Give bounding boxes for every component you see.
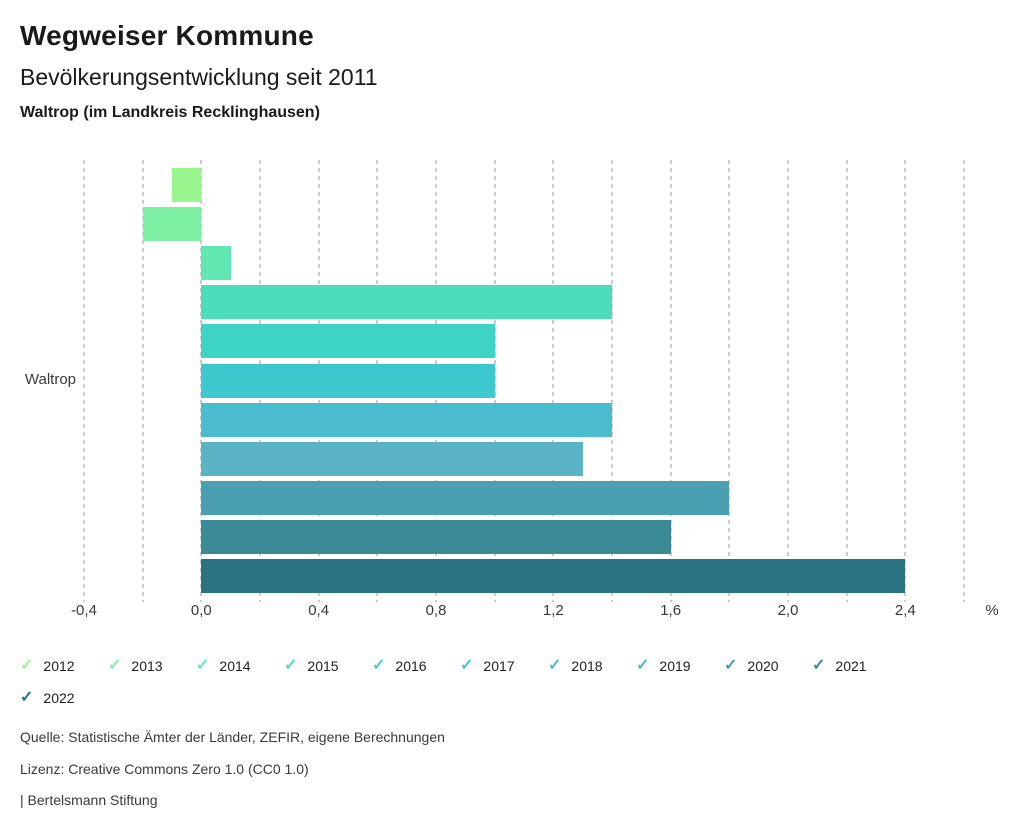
legend-item-label: 2014 bbox=[219, 657, 251, 674]
check-icon: ✓ bbox=[20, 688, 34, 706]
bar-2017[interactable] bbox=[201, 363, 495, 398]
x-tick-label: 1,6 bbox=[660, 602, 682, 619]
x-tick-label: 0,4 bbox=[308, 602, 330, 619]
bar-2016[interactable] bbox=[201, 324, 495, 359]
check-icon: ✓ bbox=[284, 656, 298, 674]
page-title: Wegweiser Kommune bbox=[20, 20, 314, 51]
x-tick-label: 1,2 bbox=[542, 602, 564, 619]
legend-item-label: 2019 bbox=[659, 657, 691, 674]
bar-2022[interactable] bbox=[201, 559, 906, 593]
bar-2015[interactable] bbox=[201, 285, 612, 320]
x-tick-label: -0,4 bbox=[71, 602, 97, 619]
bar-2018[interactable] bbox=[201, 402, 612, 437]
check-icon: ✓ bbox=[372, 656, 386, 674]
legend-item-2021[interactable]: ✓ 2021 bbox=[812, 655, 900, 676]
check-icon: ✓ bbox=[724, 656, 738, 674]
x-axis-unit-label: % bbox=[985, 602, 999, 619]
gridline bbox=[963, 160, 965, 602]
legend-item-2019[interactable]: ✓ 2019 bbox=[636, 655, 724, 676]
bar-2021[interactable] bbox=[201, 519, 671, 554]
legend-item-label: 2020 bbox=[747, 657, 779, 674]
check-icon: ✓ bbox=[636, 656, 650, 674]
bar-2020[interactable] bbox=[201, 480, 730, 515]
legend-item-label: 2015 bbox=[307, 657, 339, 674]
legend-item-2016[interactable]: ✓ 2016 bbox=[372, 655, 460, 676]
gridline bbox=[787, 160, 789, 602]
check-icon: ✓ bbox=[196, 656, 210, 674]
gridline bbox=[83, 160, 85, 602]
bar-2013[interactable] bbox=[142, 207, 202, 242]
x-tick-label: 2,0 bbox=[777, 602, 799, 619]
gridline bbox=[845, 160, 848, 602]
legend-item-label: 2013 bbox=[131, 657, 163, 674]
check-icon: ✓ bbox=[460, 656, 474, 674]
gridline bbox=[611, 160, 613, 602]
footer-license: Lizenz: Creative Commons Zero 1.0 (CC0 1… bbox=[20, 761, 309, 777]
check-icon: ✓ bbox=[548, 656, 562, 674]
legend-item-2015[interactable]: ✓ 2015 bbox=[284, 655, 372, 676]
gridline bbox=[141, 160, 144, 602]
legend-item-2020[interactable]: ✓ 2020 bbox=[724, 655, 812, 676]
legend-item-2013[interactable]: ✓ 2013 bbox=[108, 655, 196, 676]
legend: ✓ 2012 ✓ 2013 ✓ 2014 ✓ 2015 ✓ 2016 ✓ 2017 ✓ 2018 ✓ 2019… bbox=[20, 655, 920, 708]
x-tick-label: 2,4 bbox=[894, 602, 916, 619]
gridline bbox=[493, 160, 496, 602]
legend-item-label: 2016 bbox=[395, 657, 427, 674]
legend-item-label: 2022 bbox=[43, 689, 75, 706]
gridline bbox=[552, 160, 555, 602]
check-icon: ✓ bbox=[108, 656, 122, 674]
gridline bbox=[904, 160, 907, 602]
bar-2014[interactable] bbox=[201, 246, 231, 281]
legend-item-2014[interactable]: ✓ 2014 bbox=[196, 655, 284, 676]
footer-attribution: | Bertelsmann Stiftung bbox=[20, 792, 158, 808]
legend-item-label: 2021 bbox=[835, 657, 867, 674]
legend-item-label: 2017 bbox=[483, 657, 515, 674]
row-label-waltrop: Waltrop bbox=[24, 371, 76, 388]
page-subtitle: Bevölkerungsentwicklung seit 2011 bbox=[20, 64, 378, 90]
legend-item-label: 2018 bbox=[571, 657, 603, 674]
legend-item-2017[interactable]: ✓ 2017 bbox=[460, 655, 548, 676]
legend-item-label: 2012 bbox=[43, 657, 75, 674]
legend-item-2012[interactable]: ✓ 2012 bbox=[20, 655, 108, 676]
gridline bbox=[728, 160, 731, 602]
bar-2012[interactable] bbox=[172, 168, 202, 202]
legend-item-2018[interactable]: ✓ 2018 bbox=[548, 655, 636, 676]
check-icon: ✓ bbox=[20, 656, 34, 674]
gridline bbox=[669, 160, 672, 602]
footer-source: Quelle: Statistische Ämter der Länder, Z… bbox=[20, 729, 445, 745]
page-location: Waltrop (im Landkreis Recklinghausen) bbox=[20, 104, 320, 121]
x-tick-label: 0,8 bbox=[425, 602, 447, 619]
bar-2019[interactable] bbox=[201, 441, 583, 476]
x-tick-label: 0,0 bbox=[190, 602, 212, 619]
check-icon: ✓ bbox=[812, 656, 826, 674]
legend-item-2022[interactable]: ✓ 2022 bbox=[20, 687, 108, 708]
